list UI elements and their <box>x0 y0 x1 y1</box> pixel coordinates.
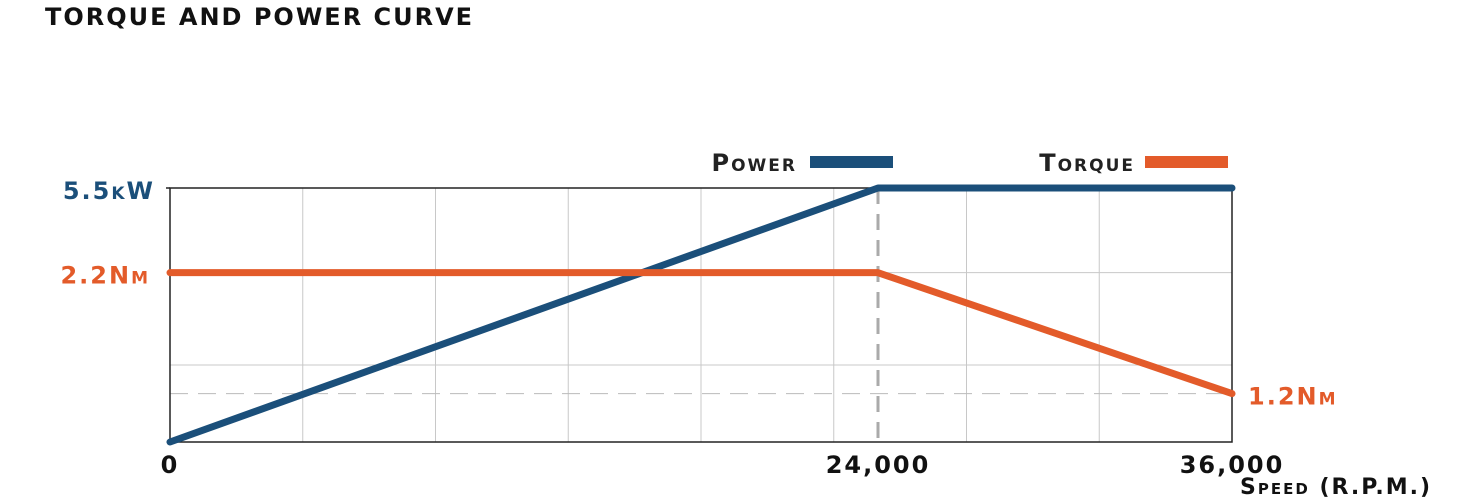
legend-label: Power <box>712 149 798 177</box>
chart-title: TORQUE AND POWER CURVE <box>45 3 474 31</box>
legend-swatch <box>810 156 893 168</box>
plot-frame <box>169 187 1233 443</box>
x-tick-label: 0 <box>161 451 180 479</box>
legend-label: Torque <box>1039 149 1135 177</box>
x-axis-label: Speed (R.P.M.) <box>1240 475 1432 500</box>
y-tick-label: 5.5kW <box>63 177 155 205</box>
line-series <box>166 269 1236 398</box>
line-series <box>166 184 1236 446</box>
x-tick-label: 24,000 <box>826 451 931 479</box>
y2-tick-label: 2.2Nm <box>60 262 150 290</box>
y2-tick-label: 1.2Nm <box>1248 383 1338 411</box>
x-tick-label: 36,000 <box>1180 451 1285 479</box>
legend-swatch <box>1145 156 1228 168</box>
